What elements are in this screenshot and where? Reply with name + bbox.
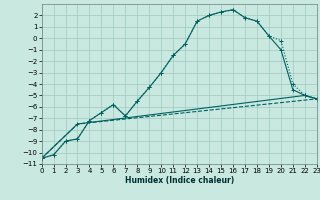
X-axis label: Humidex (Indice chaleur): Humidex (Indice chaleur): [124, 176, 234, 185]
